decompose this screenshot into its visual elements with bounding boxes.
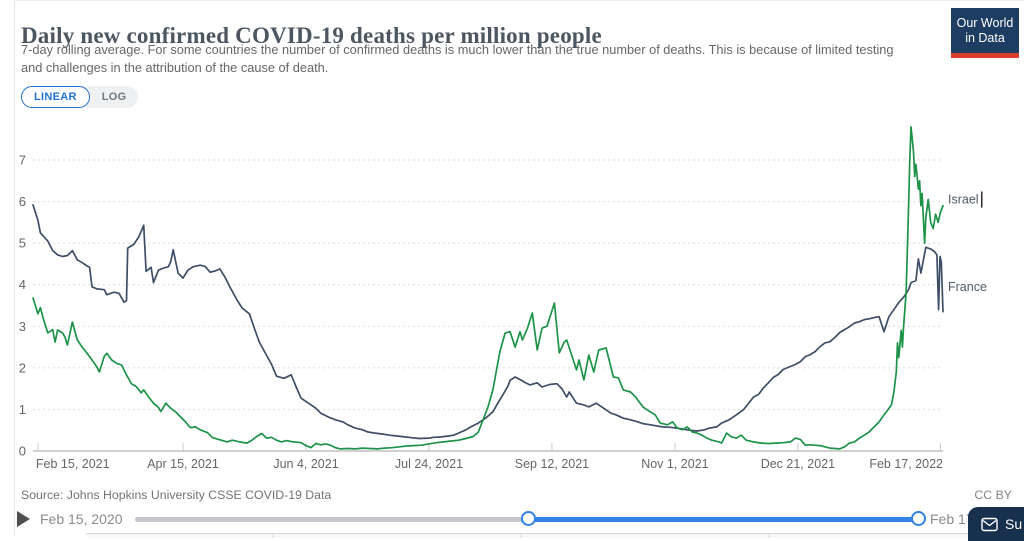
x-axis-label: Jun 4, 2021	[273, 457, 338, 471]
y-axis-label-1: 1	[19, 402, 26, 417]
table-cell-edge	[522, 534, 770, 538]
line-chart[interactable]: 0 1 2 3 4 5 6 7 Feb 15, 2021 Apr 15, 2021 Jun 4, 2…	[0, 110, 1024, 482]
license-link[interactable]: CC BY	[974, 488, 1012, 502]
play-button[interactable]	[17, 510, 35, 528]
owid-logo[interactable]: Our World in Data	[951, 8, 1019, 58]
scale-toggle: LINEAR LOG	[21, 86, 139, 108]
timeline-start-date: Feb 15, 2020	[40, 511, 123, 527]
x-axis-label: Dec 21, 2021	[761, 457, 835, 471]
timeline-start-handle[interactable]	[521, 511, 537, 526]
y-axis-label-4: 4	[19, 277, 26, 292]
table-cell-edge	[274, 534, 522, 538]
y-axis-label-5: 5	[19, 236, 26, 251]
x-axis-label: Apr 15, 2021	[147, 457, 219, 471]
timeline-end-handle[interactable]	[911, 511, 926, 526]
y-axis-label-2: 2	[19, 360, 26, 375]
subscribe-button[interactable]: Su	[968, 507, 1024, 541]
source-note: Source: Johns Hopkins University CSSE CO…	[21, 488, 332, 502]
table-cell-edge	[86, 534, 274, 538]
france-line	[32, 204, 944, 440]
owid-logo-line1: Our World	[956, 16, 1014, 31]
x-axis-label: Jul 24, 2021	[395, 457, 463, 471]
y-axis-label-3: 3	[19, 319, 26, 334]
subscribe-label: Su	[1005, 516, 1023, 532]
x-axis-label: Nov 1, 2021	[641, 457, 708, 471]
play-icon	[17, 511, 30, 527]
log-button[interactable]: LOG	[101, 91, 127, 103]
data-table-top-edge	[86, 533, 1024, 538]
france-label: France	[948, 280, 987, 294]
owid-logo-line2: in Data	[965, 30, 1005, 45]
timeline-selected-range	[528, 517, 918, 522]
y-axis-label-0: 0	[19, 444, 26, 459]
israel-label: Israel	[948, 193, 979, 207]
x-axis-label: Feb 17, 2022	[869, 457, 943, 471]
envelope-icon	[981, 517, 998, 531]
linear-button[interactable]: LINEAR	[21, 86, 90, 108]
x-axis-label: Sep 12, 2021	[515, 457, 589, 471]
page-title: Daily new confirmed COVID-19 deaths per …	[21, 23, 602, 49]
y-axis-label-6: 6	[19, 194, 26, 209]
text-caret	[981, 191, 983, 208]
x-axis-label: Feb 15, 2021	[36, 457, 110, 471]
israel-line	[32, 125, 944, 450]
y-axis-label-7: 7	[19, 153, 26, 168]
chart-subtitle: 7-day rolling average. For some countrie…	[21, 42, 894, 75]
